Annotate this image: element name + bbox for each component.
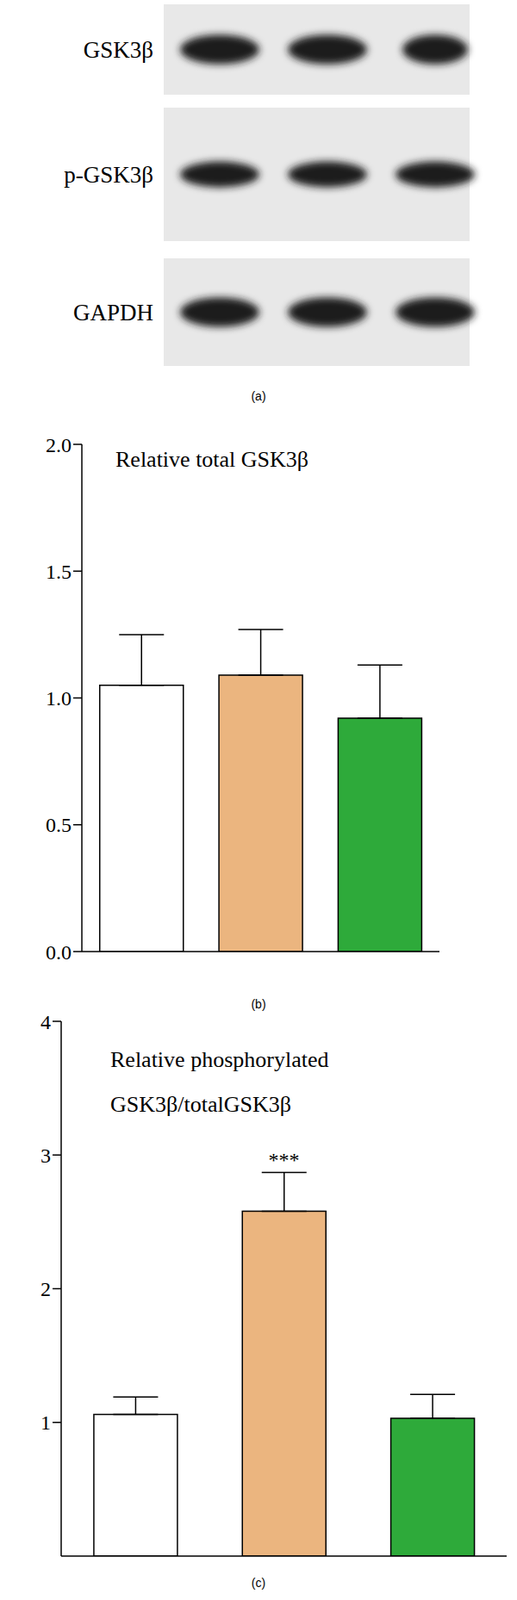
svg-text:2.0: 2.0 xyxy=(45,434,72,457)
svg-text:2: 2 xyxy=(40,1278,51,1302)
svg-text:***: *** xyxy=(268,1149,300,1172)
html-text:Relative total GSK3β: Relative total GSK3β xyxy=(115,447,309,473)
html-text:(c): (c) xyxy=(251,1576,266,1591)
html-text:GAPDH: GAPDH xyxy=(73,299,154,326)
html-text:(b): (b) xyxy=(251,997,266,1012)
svg-text:1.5: 1.5 xyxy=(45,560,72,584)
html-text:GSK3β: GSK3β xyxy=(83,36,154,63)
html-text:p-GSK3β: p-GSK3β xyxy=(64,161,154,188)
svg-text:0.5: 0.5 xyxy=(45,814,72,837)
html-text:Relative phosphorylated GSK3β/: Relative phosphorylated GSK3β/totalGSK3β xyxy=(110,1047,329,1118)
svg-text:0.0: 0.0 xyxy=(45,941,72,965)
svg-text:4: 4 xyxy=(40,1011,51,1034)
svg-text:3: 3 xyxy=(40,1145,51,1168)
html-text:(a): (a) xyxy=(251,389,266,404)
svg-text:1.0: 1.0 xyxy=(45,687,72,711)
svg-text:1: 1 xyxy=(40,1412,51,1435)
